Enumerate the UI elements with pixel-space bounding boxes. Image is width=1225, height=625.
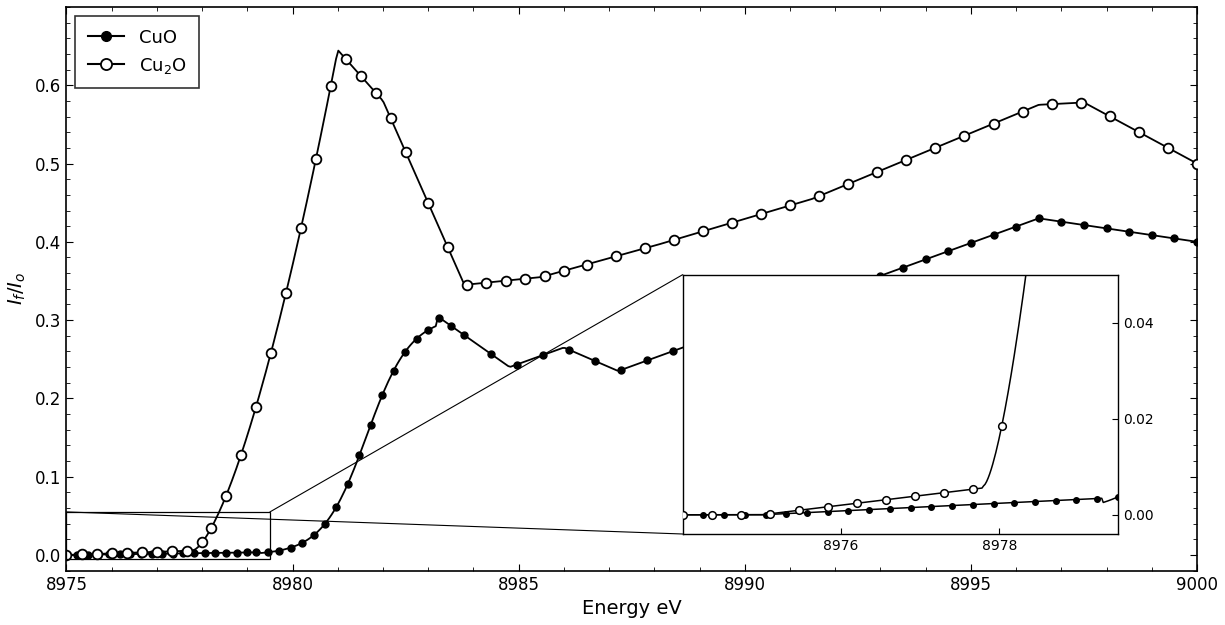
X-axis label: Energy eV: Energy eV <box>582 599 681 618</box>
Bar <box>66 512 270 559</box>
Legend: CuO, Cu$_2$O: CuO, Cu$_2$O <box>76 16 200 88</box>
Y-axis label: $I_f/I_o$: $I_f/I_o$ <box>7 272 28 306</box>
